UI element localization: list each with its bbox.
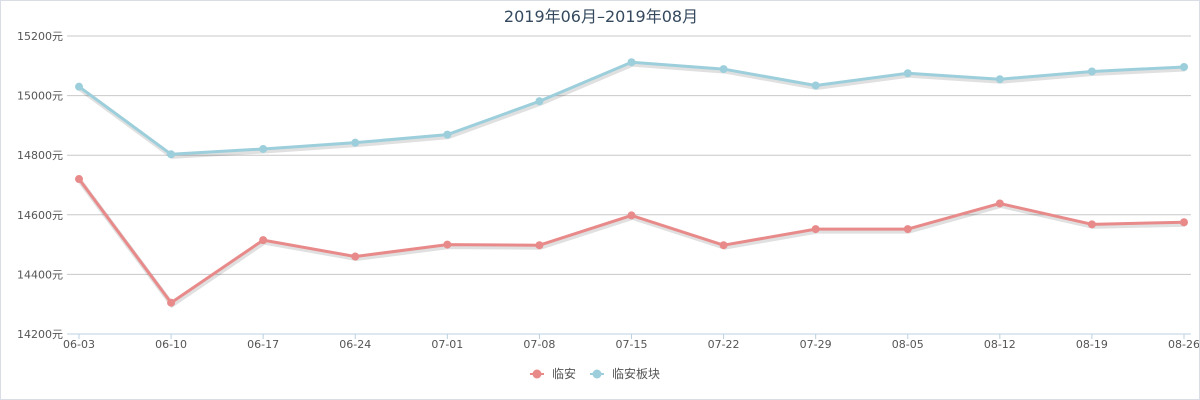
x-tick-label: 07-08 [523,338,555,351]
legend-dot-icon [532,369,542,379]
data-point[interactable] [351,138,360,147]
legend-item-1[interactable]: 临安 [530,366,576,381]
series-line [77,178,1185,305]
y-tick-label: 15200元 [17,30,63,43]
data-point[interactable] [75,82,83,91]
data-point[interactable] [259,144,268,153]
data-point[interactable] [1180,218,1188,227]
y-axis: 14200元 14400元 14600元 14800元 15000元 15200元 [17,30,63,341]
x-tick-label: 08-12 [984,338,1016,351]
data-point[interactable] [167,298,176,307]
x-tick-label: 08-05 [892,338,924,351]
x-tick-label: 06-24 [339,338,371,351]
data-point[interactable] [995,199,1004,208]
data-point[interactable] [535,241,544,250]
data-point[interactable] [1180,62,1188,71]
data-point[interactable] [995,75,1004,84]
data-point[interactable] [75,175,83,184]
data-point[interactable] [903,225,912,234]
series-1 [75,175,1188,309]
chart-title: 2019年06月–2019年08月 [504,7,698,26]
data-point[interactable] [719,65,728,74]
data-point[interactable] [351,252,360,261]
series-2 [75,58,1188,159]
x-tick-label: 07-01 [431,338,463,351]
x-tick-label: 06-03 [63,338,95,351]
legend-label: 临安 [552,366,576,381]
x-axis: 06-03 06-10 06-17 06-24 07-01 07-08 07-15 07-22… [63,333,1199,351]
data-point[interactable] [167,150,176,159]
data-point[interactable] [1087,220,1096,229]
y-tick-label: 14400元 [17,268,63,281]
x-tick-label: 08-26 [1168,338,1199,351]
data-point[interactable] [259,236,268,245]
y-tick-label: 14200元 [17,328,63,341]
data-point[interactable] [719,241,728,250]
data-point[interactable] [627,211,636,220]
data-point[interactable] [1087,67,1096,76]
data-point[interactable] [811,81,820,90]
legend-label: 临安板块 [612,366,660,381]
data-point[interactable] [443,130,452,139]
data-point[interactable] [811,225,820,234]
legend-dot-icon [592,369,602,379]
x-tick-label: 06-10 [155,338,187,351]
series-line-shadow [77,179,1186,309]
x-tick-label: 07-29 [800,338,832,351]
y-tick-label: 14800元 [17,149,63,162]
x-tick-label: 07-15 [616,338,648,351]
series-layer [75,58,1188,309]
data-point[interactable] [443,240,452,249]
data-point[interactable] [535,97,544,106]
data-point[interactable] [903,69,912,78]
x-tick-label: 08-19 [1076,338,1108,351]
y-tick-label: 14600元 [17,209,63,222]
legend-item-2[interactable]: 临安板块 [590,366,660,381]
series-line [78,60,1185,156]
data-point[interactable] [627,58,636,67]
x-tick-label: 06-17 [247,338,279,351]
y-tick-label: 15000元 [17,90,63,103]
grid [67,35,1191,275]
legend: 临安 临安板块 [530,366,660,381]
x-tick-label: 07-22 [708,338,740,351]
